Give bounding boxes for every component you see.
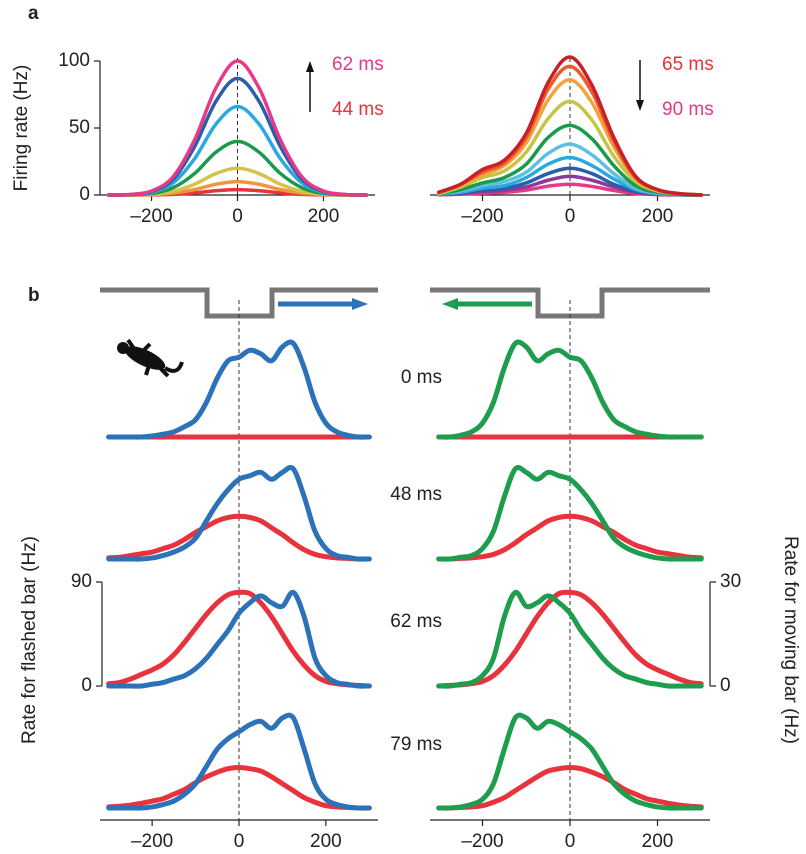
trend-arrowhead [636,100,644,111]
data-line [106,712,372,811]
x-tick-label: 0 [232,206,243,227]
annotation: 62 ms [332,54,384,75]
x-tick-label: 0 [234,831,245,852]
x-tick-label: 0 [565,206,576,227]
x-tick-label: –200 [130,206,172,227]
x-tick-label: 0 [565,831,576,852]
x-tick-label: 200 [310,831,342,852]
motion-arrowhead [442,298,458,310]
y-axis-label: Rate for flashed bar (Hz) [19,536,40,744]
row-label: 48 ms [390,484,442,505]
data-line [436,589,704,689]
y2-tick-label: 30 [720,571,741,592]
y-tick-label: 100 [58,50,90,71]
data-line [106,513,372,562]
trend-arrowhead [306,61,314,72]
x-tick-label: –200 [461,206,503,227]
data-line [436,712,704,811]
data-line [106,589,372,689]
annotation: 90 ms [662,99,714,120]
data-line [436,589,704,689]
y-tick-label: 90 [71,571,92,592]
x-tick-label: –200 [131,831,173,852]
y-axis-label: Firing rate (Hz) [11,65,32,192]
panel-label: a [28,3,39,24]
data-line [436,339,704,440]
y-tick-label: 0 [81,675,92,696]
data-line [106,59,369,197]
data-line [436,765,704,811]
motion-arrowhead [352,298,368,310]
panel-label: b [28,285,40,306]
row-label: 0 ms [401,367,442,388]
y-tick-label: 0 [79,184,90,205]
data-line [436,465,704,562]
annotation: 44 ms [332,99,384,120]
x-tick-label: 200 [642,206,674,227]
data-line [437,55,703,197]
y-tick-label: 50 [69,117,90,138]
data-line [436,513,704,562]
data-line [106,339,372,440]
annotation: 65 ms [662,54,714,75]
row-label: 79 ms [390,734,442,755]
x-tick-label: –200 [461,831,503,852]
data-line [106,765,372,811]
x-tick-label: 200 [642,831,674,852]
data-line [106,465,372,562]
x-tick-label: 200 [308,206,340,227]
y2-axis-label: Rate for moving bar (Hz) [780,536,801,744]
data-line [106,589,372,689]
y2-tick-label: 0 [720,675,731,696]
row-label: 62 ms [390,611,442,632]
lizard-icon [117,338,184,378]
